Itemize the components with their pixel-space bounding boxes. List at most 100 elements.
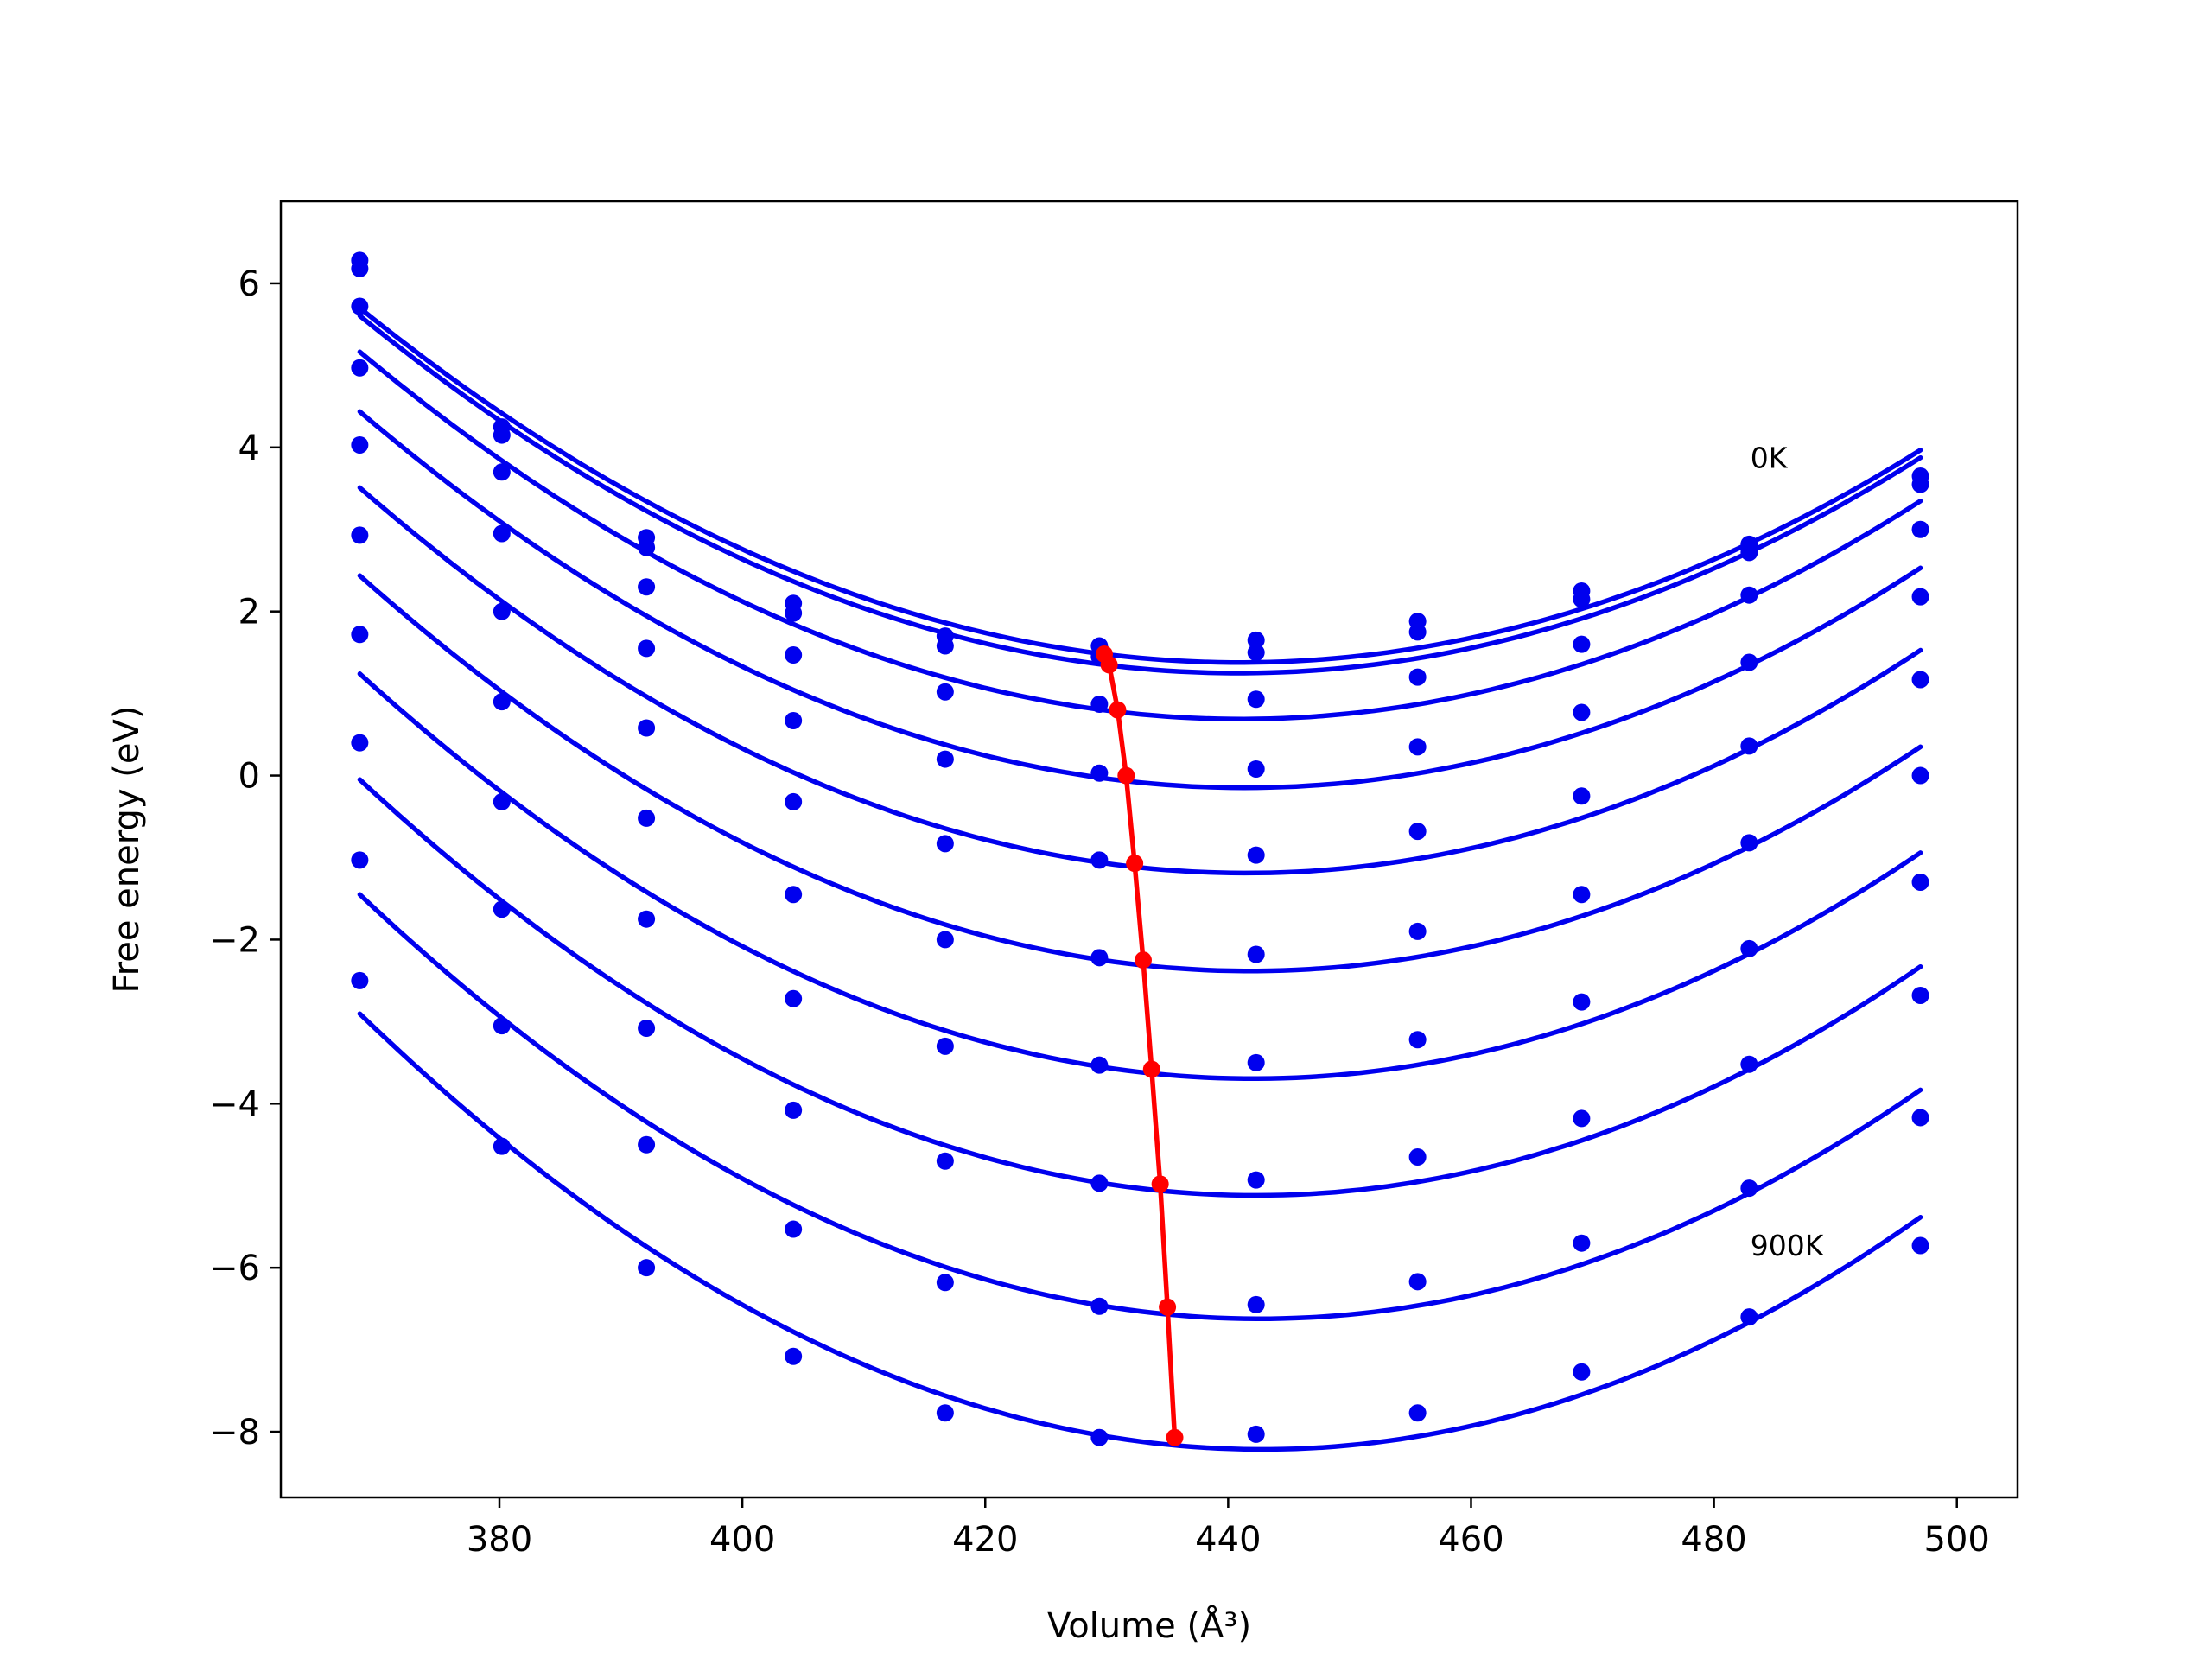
y-tick-label: −4: [209, 1084, 260, 1124]
data-point: [351, 626, 369, 644]
data-point: [1740, 1055, 1758, 1073]
data-point: [1408, 623, 1427, 641]
data-point: [1247, 1171, 1265, 1189]
data-point: [1090, 1174, 1109, 1192]
x-tick-label: 460: [1438, 1520, 1503, 1560]
x-axis-ticks: 380 400 420 440 460 480 500: [467, 1497, 1990, 1560]
data-point: [1573, 590, 1591, 608]
data-point: [351, 297, 369, 315]
data-point: [1247, 760, 1265, 778]
minimum-point: [1166, 1428, 1184, 1446]
data-point: [493, 602, 511, 620]
data-point: [493, 1137, 511, 1155]
data-point: [1911, 1109, 1929, 1127]
data-point: [936, 931, 954, 949]
fit-curve-1: [357, 305, 1923, 665]
data-point: [1408, 1273, 1427, 1291]
data-point: [785, 792, 803, 810]
data-point: [1408, 668, 1427, 686]
y-tick-label: 2: [238, 593, 260, 632]
minimum-point: [1100, 656, 1118, 674]
data-point: [1090, 1056, 1109, 1074]
data-point: [1408, 1031, 1427, 1049]
data-point: [1247, 846, 1265, 864]
x-tick-label: 420: [952, 1520, 1018, 1560]
data-point: [351, 526, 369, 544]
data-point: [936, 1037, 954, 1055]
data-point: [1740, 834, 1758, 852]
data-point: [1247, 644, 1265, 662]
minimum-point: [1109, 701, 1127, 719]
x-tick-label: 380: [467, 1520, 532, 1560]
data-point: [1247, 1295, 1265, 1313]
data-point: [1740, 543, 1758, 562]
data-point: [1247, 1053, 1265, 1071]
plot-frame: [279, 200, 2019, 1499]
fit-curve-10: [357, 1011, 1923, 1452]
data-point: [638, 1259, 656, 1277]
data-point: [1090, 1297, 1109, 1315]
data-point: [1573, 1363, 1591, 1381]
fit-curve-4: [357, 409, 1923, 791]
x-tick-label: 440: [1195, 1520, 1261, 1560]
fit-curve-2: [357, 313, 1923, 676]
y-tick-label: 0: [238, 757, 260, 797]
data-point: [351, 259, 369, 277]
data-point: [1573, 993, 1591, 1011]
data-point: [493, 524, 511, 543]
data-point: [1911, 1236, 1929, 1255]
data-point: [785, 989, 803, 1007]
data-point: [1090, 1428, 1109, 1446]
data-point: [785, 646, 803, 664]
data-point: [785, 1101, 803, 1119]
x-tick-label: 400: [709, 1520, 775, 1560]
fit-curve-7: [357, 671, 1923, 1082]
data-point: [351, 851, 369, 869]
data-point: [1740, 1179, 1758, 1198]
minimum-point: [1159, 1298, 1177, 1316]
data-point: [351, 435, 369, 454]
data-point: [1090, 695, 1109, 713]
data-point: [1911, 475, 1929, 493]
data-point: [1573, 635, 1591, 653]
data-point: [638, 719, 656, 737]
minimum-point: [1117, 766, 1135, 785]
data-point: [638, 1135, 656, 1154]
data-point: [785, 886, 803, 904]
data-point: [1911, 671, 1929, 689]
data-point: [1911, 588, 1929, 606]
data-point: [1740, 737, 1758, 755]
y-tick-label: −2: [209, 920, 260, 960]
data-point: [1911, 986, 1929, 1004]
data-point: [1573, 787, 1591, 805]
minimum-path-line: [1102, 652, 1178, 1438]
minimum-path-layer: [1095, 645, 1184, 1446]
data-point: [785, 1220, 803, 1238]
data-point: [1573, 886, 1591, 904]
minimum-point: [1142, 1060, 1160, 1078]
fit-curve-3: [357, 349, 1923, 721]
minimum-point: [1134, 951, 1152, 969]
y-tick-label: 6: [238, 264, 260, 304]
data-point: [936, 1152, 954, 1170]
data-point: [493, 463, 511, 481]
data-point: [638, 1019, 656, 1037]
points-layer: [351, 251, 1929, 1446]
data-point: [1573, 703, 1591, 721]
data-point: [1573, 1234, 1591, 1252]
data-point: [1573, 1109, 1591, 1128]
data-point: [1247, 945, 1265, 963]
data-point: [493, 1017, 511, 1035]
data-point: [1408, 922, 1427, 940]
data-point: [1247, 1425, 1265, 1443]
temperature-annotation: 0K: [1751, 442, 1789, 475]
data-point: [1408, 823, 1427, 841]
data-point: [785, 1347, 803, 1365]
data-point: [1740, 1308, 1758, 1326]
x-tick-label: 480: [1681, 1520, 1746, 1560]
data-point: [1090, 851, 1109, 869]
data-point: [351, 971, 369, 989]
data-point: [493, 792, 511, 810]
data-point: [638, 578, 656, 596]
